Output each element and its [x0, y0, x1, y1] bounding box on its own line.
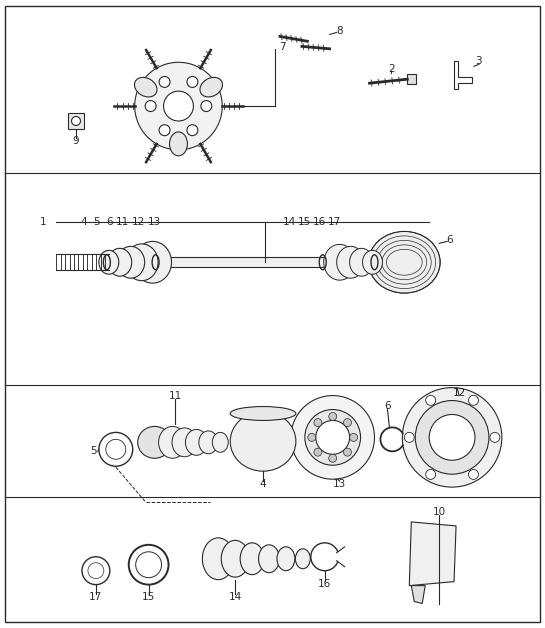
Text: 15: 15	[142, 592, 155, 602]
Ellipse shape	[295, 549, 310, 569]
Bar	[109, 257, 402, 268]
Text: 12: 12	[132, 217, 146, 227]
Ellipse shape	[349, 248, 373, 276]
Circle shape	[201, 100, 212, 112]
Text: 2: 2	[388, 64, 395, 74]
Ellipse shape	[135, 77, 157, 97]
Text: 6: 6	[106, 217, 113, 227]
Circle shape	[343, 419, 352, 426]
Circle shape	[404, 433, 414, 442]
Ellipse shape	[362, 251, 383, 274]
Ellipse shape	[185, 430, 207, 455]
Circle shape	[469, 396, 479, 405]
Circle shape	[291, 396, 374, 479]
Circle shape	[314, 448, 322, 456]
Circle shape	[71, 117, 81, 126]
Text: 5: 5	[90, 447, 97, 457]
Circle shape	[329, 413, 337, 421]
Ellipse shape	[169, 132, 187, 156]
Circle shape	[308, 433, 316, 441]
Circle shape	[426, 470, 435, 479]
Circle shape	[426, 396, 435, 405]
Text: 6: 6	[384, 401, 391, 411]
Text: 11: 11	[116, 217, 129, 227]
Text: 10: 10	[433, 507, 446, 517]
Circle shape	[316, 421, 349, 454]
Ellipse shape	[138, 426, 172, 458]
Ellipse shape	[108, 248, 132, 276]
Text: 11: 11	[169, 391, 182, 401]
Circle shape	[159, 77, 170, 87]
Circle shape	[164, 91, 193, 121]
Text: 14: 14	[283, 217, 296, 227]
Polygon shape	[407, 74, 416, 84]
Text: 16: 16	[313, 217, 326, 227]
Circle shape	[490, 433, 500, 442]
Circle shape	[305, 409, 361, 465]
Circle shape	[159, 125, 170, 136]
Ellipse shape	[230, 406, 296, 421]
Text: 17: 17	[89, 592, 102, 602]
Ellipse shape	[213, 433, 228, 452]
Ellipse shape	[199, 431, 218, 454]
Ellipse shape	[125, 244, 158, 281]
Ellipse shape	[200, 77, 222, 97]
Text: 15: 15	[298, 217, 311, 227]
Text: 13: 13	[333, 479, 346, 489]
Ellipse shape	[230, 411, 296, 471]
Polygon shape	[411, 585, 425, 604]
Text: 7: 7	[279, 42, 286, 52]
Ellipse shape	[240, 543, 264, 575]
Circle shape	[314, 419, 322, 426]
Circle shape	[187, 125, 198, 136]
Ellipse shape	[324, 244, 355, 280]
Circle shape	[402, 387, 502, 487]
Circle shape	[415, 401, 489, 474]
Text: 16: 16	[318, 578, 331, 588]
Polygon shape	[68, 113, 84, 129]
Ellipse shape	[202, 538, 234, 580]
Ellipse shape	[221, 540, 249, 577]
Text: 9: 9	[72, 136, 80, 146]
Text: 13: 13	[148, 217, 161, 227]
Text: 4: 4	[260, 479, 267, 489]
Circle shape	[329, 454, 337, 462]
Ellipse shape	[172, 428, 197, 457]
Text: 14: 14	[228, 592, 242, 602]
Text: 1: 1	[40, 217, 46, 227]
Ellipse shape	[134, 241, 172, 283]
Circle shape	[145, 100, 156, 112]
Ellipse shape	[258, 545, 280, 573]
Ellipse shape	[277, 547, 295, 571]
Circle shape	[349, 433, 358, 441]
Ellipse shape	[99, 251, 119, 274]
Circle shape	[429, 414, 475, 460]
Ellipse shape	[368, 232, 440, 293]
Ellipse shape	[159, 426, 186, 458]
Ellipse shape	[117, 246, 144, 278]
Circle shape	[187, 77, 198, 87]
Circle shape	[135, 62, 222, 150]
Ellipse shape	[337, 246, 365, 278]
Text: 17: 17	[328, 217, 341, 227]
Text: 8: 8	[337, 26, 343, 36]
Text: 5: 5	[94, 217, 100, 227]
Text: 3: 3	[476, 57, 482, 67]
Text: 4: 4	[81, 217, 87, 227]
Circle shape	[343, 448, 352, 456]
Text: 6: 6	[446, 236, 452, 246]
Polygon shape	[409, 522, 456, 585]
Text: 12: 12	[452, 387, 465, 398]
Circle shape	[469, 470, 479, 479]
